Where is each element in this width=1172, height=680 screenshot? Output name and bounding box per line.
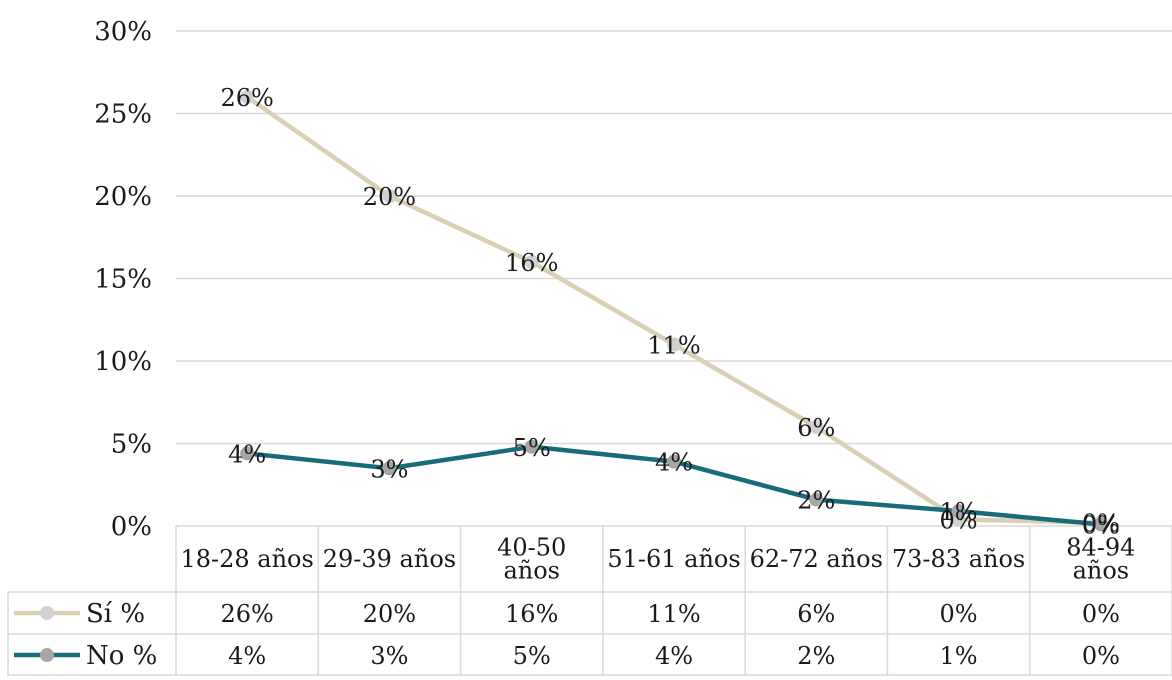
data-point-marker <box>524 255 539 269</box>
data-label: 0% <box>1082 510 1120 538</box>
data-point-marker <box>809 492 824 507</box>
data-point-marker <box>951 504 966 519</box>
data-label: 20% <box>363 183 416 211</box>
data-label: 4% <box>228 440 266 468</box>
legend-label: Sí % <box>86 599 145 629</box>
data-label: 5% <box>513 434 551 462</box>
category-label: 51-61 años <box>607 545 740 573</box>
table-cell-value: 3% <box>370 642 408 670</box>
table-cell-value: 2% <box>797 642 835 670</box>
y-tick-label: 25% <box>94 100 152 130</box>
table-cell-value: 26% <box>220 600 273 628</box>
data-point-marker <box>240 446 255 461</box>
y-tick-label: 30% <box>94 17 152 47</box>
legend-label: No % <box>86 641 157 671</box>
data-point-marker <box>667 337 681 352</box>
category-label: años <box>1073 557 1130 585</box>
table-cell-value: 0% <box>940 600 978 628</box>
data-label: 4% <box>655 449 693 477</box>
table-cell-value: 16% <box>505 600 558 628</box>
data-label: 6% <box>797 414 835 442</box>
table-cell-value: 4% <box>655 642 693 670</box>
data-point-marker <box>524 439 539 454</box>
legend-key-marker <box>40 648 54 662</box>
y-tick-label: 15% <box>94 265 152 295</box>
category-label: 84-94 <box>1066 534 1135 562</box>
category-label: 62-72 años <box>750 545 883 573</box>
data-label: 1% <box>940 498 978 526</box>
table-cell-value: 4% <box>228 642 266 670</box>
legend-key-marker <box>40 606 54 620</box>
data-label: 0% <box>940 506 978 534</box>
data-point-marker <box>809 420 824 434</box>
category-label: 29-39 años <box>323 545 456 573</box>
table-cell-value: 0% <box>1082 600 1120 628</box>
data-point-marker <box>667 454 681 469</box>
data-label: 0% <box>1082 511 1120 539</box>
category-label: 73-83 años <box>892 545 1025 573</box>
data-point-marker <box>240 90 255 104</box>
data-label: 11% <box>647 332 700 360</box>
data-label: 3% <box>370 455 408 483</box>
y-tick-label: 10% <box>94 347 152 377</box>
table-cell-value: 6% <box>797 600 835 628</box>
table-cell-value: 11% <box>647 600 700 628</box>
data-label: 16% <box>505 249 558 277</box>
y-tick-label: 0% <box>111 512 152 542</box>
data-label: 2% <box>797 487 835 515</box>
y-tick-label: 5% <box>111 430 152 460</box>
table-cell-value: 0% <box>1082 642 1120 670</box>
category-label: 40-50 <box>497 534 566 562</box>
category-label: años <box>503 557 560 585</box>
data-point-marker <box>382 461 397 476</box>
y-tick-label: 20% <box>94 182 152 212</box>
category-label: 18-28 años <box>180 545 313 573</box>
table-cell-value: 20% <box>363 600 416 628</box>
data-point-marker <box>382 189 397 203</box>
table-cell-value: 5% <box>513 642 551 670</box>
data-point-marker <box>1093 517 1108 532</box>
data-label: 26% <box>220 84 273 112</box>
table-cell-value: 1% <box>940 642 978 670</box>
